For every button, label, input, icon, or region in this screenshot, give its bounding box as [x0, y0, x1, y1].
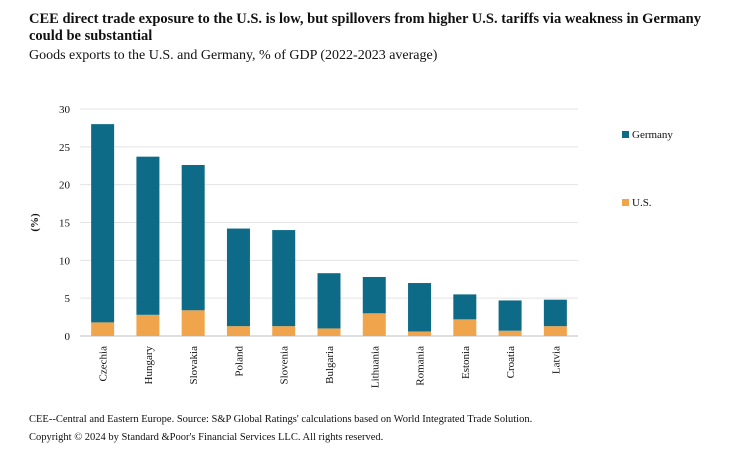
legend-swatch-germany	[622, 131, 629, 138]
y-tick-label: 25	[59, 142, 71, 154]
bar-us-slovakia	[181, 310, 205, 336]
stacked-bar-chart: 0 5 10 15 20 25 30 (%) Czechia Hungary Slovakia Pol…	[29, 104, 673, 388]
x-tick-label: Latvia	[550, 346, 562, 374]
bar-germany-hungary	[136, 156, 160, 315]
x-tick-label: Estonia	[460, 346, 472, 379]
bar-us-poland	[226, 326, 250, 336]
x-tick-label: Lithuania	[369, 346, 381, 388]
bar-us-slovenia	[272, 326, 296, 336]
y-tick-label: 20	[59, 180, 71, 192]
bar-us-lithuania	[362, 313, 386, 336]
copyright-notice: Copyright © 2024 by Standard &Poor's Fin…	[29, 432, 384, 443]
bar-germany-slovakia	[181, 164, 205, 311]
x-tick-label: Romania	[415, 346, 427, 386]
x-tick-label: Croatia	[505, 346, 517, 378]
y-tick-label: 5	[65, 293, 71, 305]
bar-germany-lithuania	[362, 276, 386, 314]
bar-germany-slovenia	[272, 230, 296, 327]
x-tick-label: Poland	[233, 346, 245, 377]
y-tick-label: 10	[59, 255, 71, 267]
bar-germany-croatia	[498, 300, 522, 331]
bar-us-bulgaria	[317, 328, 341, 336]
bar-us-romania	[408, 331, 432, 336]
bar-germany-estonia	[453, 294, 477, 320]
x-tick-label: Hungary	[143, 346, 155, 385]
legend-label: U.S.	[632, 197, 652, 209]
bar-us-latvia	[543, 326, 567, 336]
y-tick-label: 15	[59, 218, 71, 230]
bar-germany-romania	[408, 283, 432, 332]
x-tick-label: Slovenia	[279, 346, 291, 385]
bar-us-czechia	[91, 322, 115, 336]
bar-us-hungary	[136, 314, 160, 336]
bar-germany-czechia	[91, 124, 115, 323]
source-footnote: CEE--Central and Eastern Europe. Source:…	[29, 414, 533, 425]
legend-swatch-us	[622, 199, 629, 206]
chart-title: CEE direct trade exposure to the U.S. is…	[29, 11, 701, 44]
x-tick-label: Czechia	[98, 346, 110, 382]
x-tick-label: Bulgaria	[324, 346, 336, 384]
bar-us-estonia	[453, 319, 477, 336]
y-tick-label: 0	[65, 331, 71, 343]
bar-germany-bulgaria	[317, 273, 341, 329]
y-tick-label: 30	[59, 104, 71, 116]
bar-us-croatia	[498, 330, 522, 336]
x-tick-label: Slovakia	[188, 346, 200, 385]
chart-subtitle: Goods exports to the U.S. and Germany, %…	[29, 48, 438, 63]
bar-germany-poland	[226, 228, 250, 327]
y-axis-label: (%)	[29, 213, 41, 232]
legend-label: Germany	[632, 129, 673, 141]
bar-germany-latvia	[543, 299, 567, 327]
